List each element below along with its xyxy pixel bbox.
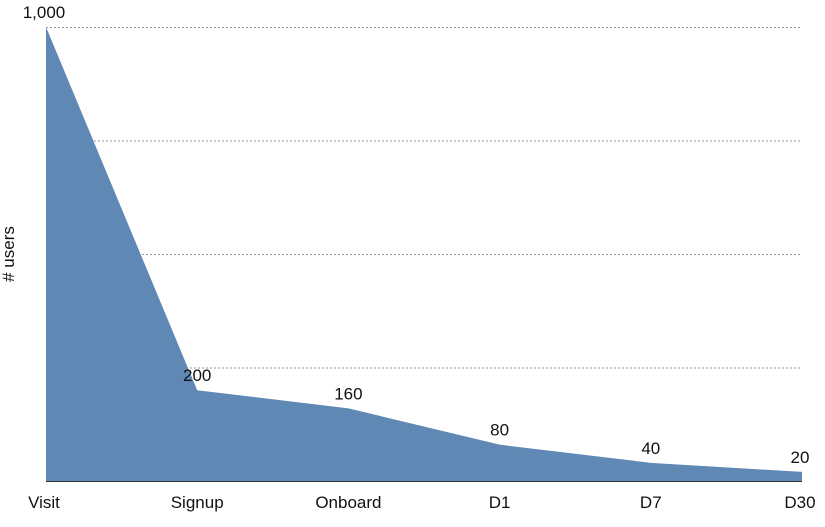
x-tick-label: Onboard xyxy=(315,493,381,512)
data-label: 40 xyxy=(641,439,660,458)
x-tick-label: Visit xyxy=(28,493,60,512)
data-label: 20 xyxy=(791,448,810,467)
data-label: 80 xyxy=(490,421,509,440)
x-tick-label: Signup xyxy=(171,493,224,512)
x-tick-label: D7 xyxy=(640,493,662,512)
data-label: 200 xyxy=(183,366,211,385)
data-label: 160 xyxy=(334,384,362,403)
x-tick-label: D1 xyxy=(489,493,511,512)
data-label: 1,000 xyxy=(23,3,66,22)
x-tick-labels: Visit Signup Onboard D1 D7 D30 xyxy=(28,493,816,512)
gridlines xyxy=(46,27,800,369)
x-tick-label: D30 xyxy=(784,493,815,512)
data-labels: 1,000 200 160 80 40 20 xyxy=(23,3,810,467)
y-axis-label: # users xyxy=(0,226,18,282)
area-series xyxy=(46,27,802,481)
